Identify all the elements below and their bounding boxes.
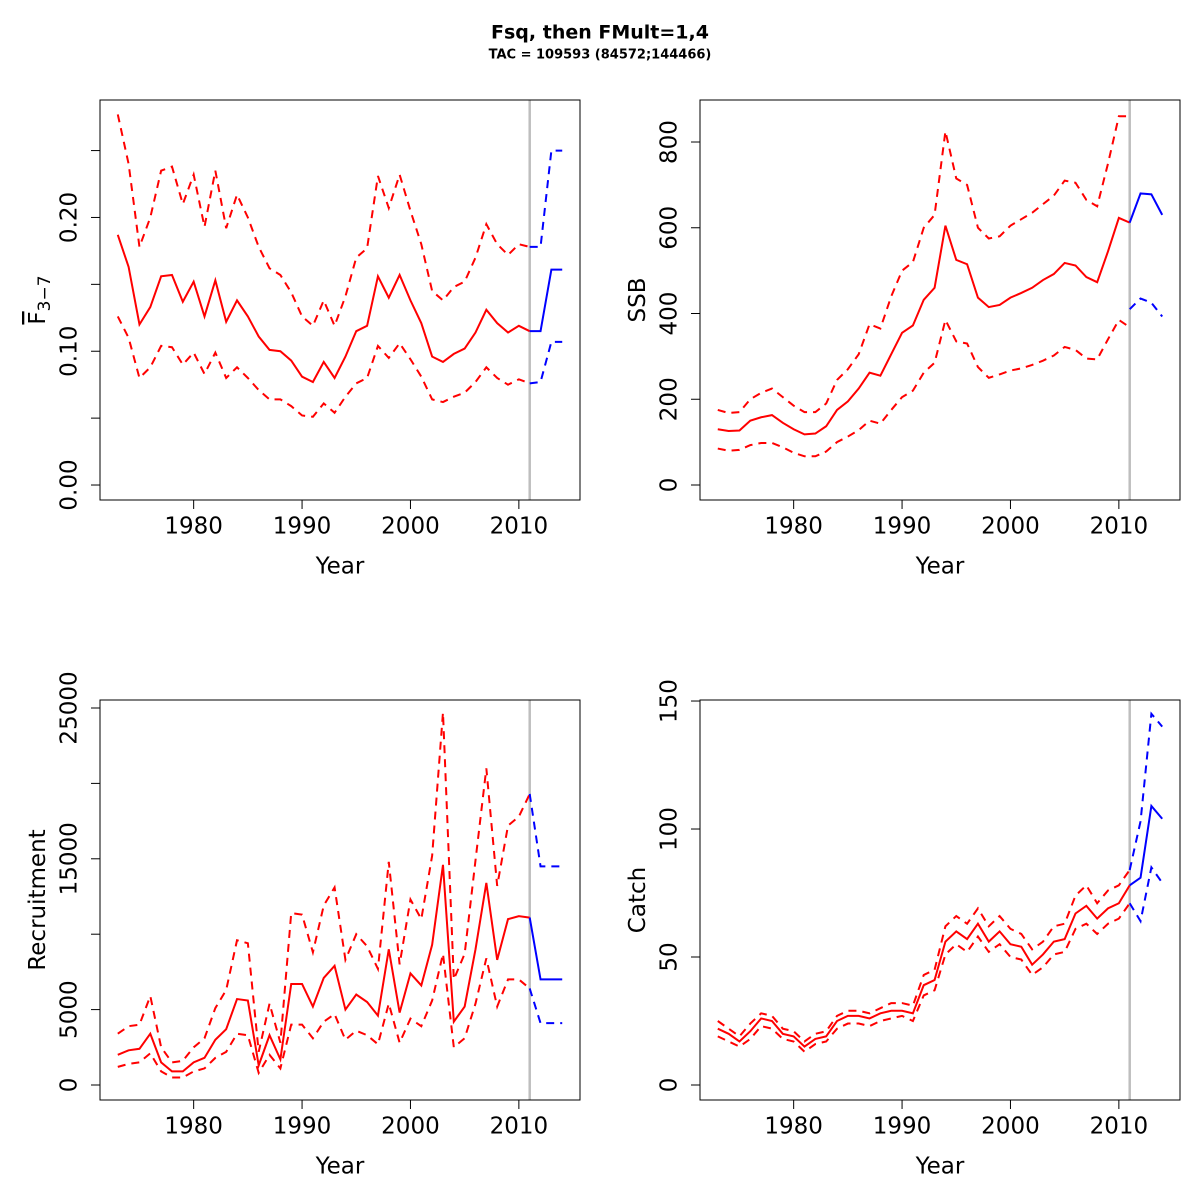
y-axis-title: F3−7 <box>25 275 56 324</box>
series-line <box>116 315 531 418</box>
y-tick-label: 100 <box>657 807 683 851</box>
y-axis-title: Catch <box>625 867 651 933</box>
x-axis-title: Year <box>315 1154 365 1180</box>
y-axis-title-subscript: 3−7 <box>35 275 55 311</box>
y-tick-label: 25000 <box>57 671 83 744</box>
series-line <box>116 114 530 329</box>
series-line <box>717 869 1131 1043</box>
x-tick-label: 2010 <box>1090 1114 1149 1140</box>
series-line <box>717 115 1130 414</box>
plot-frame <box>99 699 581 1101</box>
figure-title: Fsq, then FMult=1,4 <box>491 22 709 44</box>
y-tick-label: 15000 <box>57 822 83 895</box>
x-tick-label: 1990 <box>873 1114 932 1140</box>
x-tick-label: 2000 <box>381 514 440 540</box>
x-tick-label: 1990 <box>273 514 332 540</box>
y-tick-label: 0.20 <box>57 192 83 243</box>
series-line <box>528 988 563 1025</box>
series-line <box>117 864 530 1073</box>
x-tick-label: 1980 <box>164 1114 223 1140</box>
series-line <box>1129 803 1163 887</box>
panel: 1980 1990 2000 2010 0.00 0.10 0.20 Year F3−7 <box>25 99 581 580</box>
series-line <box>717 216 1131 436</box>
y-tick-label: 5000 <box>57 980 83 1039</box>
x-axis-title: Year <box>915 1154 965 1180</box>
y-tick-label: 600 <box>657 206 683 250</box>
plot-frame <box>99 99 581 501</box>
x-tick-label: 1990 <box>873 514 932 540</box>
y-tick-label: 50 <box>657 942 683 971</box>
x-tick-label: 1980 <box>764 514 823 540</box>
series-line <box>117 953 531 1079</box>
series-line <box>116 234 531 384</box>
panel: 1980 1990 2000 2010 0 50 100 150 Year Catch <box>625 679 1181 1180</box>
x-tick-label: 2010 <box>1090 514 1149 540</box>
series-line <box>529 340 563 385</box>
series-line <box>717 317 1131 458</box>
series-line <box>717 884 1131 1048</box>
x-tick-label: 2000 <box>981 514 1040 540</box>
x-axis-title: Year <box>915 554 965 580</box>
series-line <box>1128 711 1163 871</box>
y-tick-label: 400 <box>657 292 683 336</box>
x-tick-label: 1980 <box>764 1114 823 1140</box>
y-axis-title-main: Catch <box>625 867 651 933</box>
x-tick-label: 1990 <box>273 1114 332 1140</box>
y-axis-title: SSB <box>625 278 651 323</box>
y-axis-title-main: Recruitment <box>25 829 51 970</box>
y-tick-label: 0.00 <box>57 459 83 510</box>
x-axis-title: Year <box>315 554 365 580</box>
x-tick-label: 1980 <box>164 514 223 540</box>
series-line <box>1128 864 1164 924</box>
plot-frame <box>699 699 1181 1101</box>
series-line <box>1128 192 1164 223</box>
series-line <box>528 793 563 868</box>
y-tick-label: 150 <box>657 679 683 723</box>
series-line <box>528 917 563 981</box>
x-tick-label: 2010 <box>490 1114 549 1140</box>
series-line <box>117 712 531 1064</box>
y-axis-title-main: SSB <box>625 278 651 323</box>
series-line <box>717 902 1131 1054</box>
series-line <box>1128 297 1164 318</box>
y-tick-label: 0 <box>57 1078 83 1093</box>
panel: 1980 1990 2000 2010 0 200 400 600 800 Year SSB <box>625 99 1181 580</box>
x-tick-label: 2000 <box>981 1114 1040 1140</box>
x-tick-label: 2010 <box>490 514 549 540</box>
y-tick-label: 200 <box>657 377 683 421</box>
y-axis-title-main: F <box>25 311 51 324</box>
x-tick-label: 2000 <box>381 1114 440 1140</box>
series-line <box>529 149 563 248</box>
panel: 1980 1990 2000 2010 0 5000 15000 25000 Year Recru… <box>25 671 581 1180</box>
y-tick-label: 0.10 <box>57 326 83 377</box>
y-axis-title: Recruitment <box>25 829 51 970</box>
plot-frame <box>699 99 1181 501</box>
y-tick-label: 800 <box>657 120 683 164</box>
y-tick-label: 0 <box>657 478 683 493</box>
figure-subtitle: TAC = 109593 (84572;144466) <box>489 48 712 63</box>
series-line <box>529 268 563 333</box>
y-tick-label: 0 <box>657 1078 683 1093</box>
